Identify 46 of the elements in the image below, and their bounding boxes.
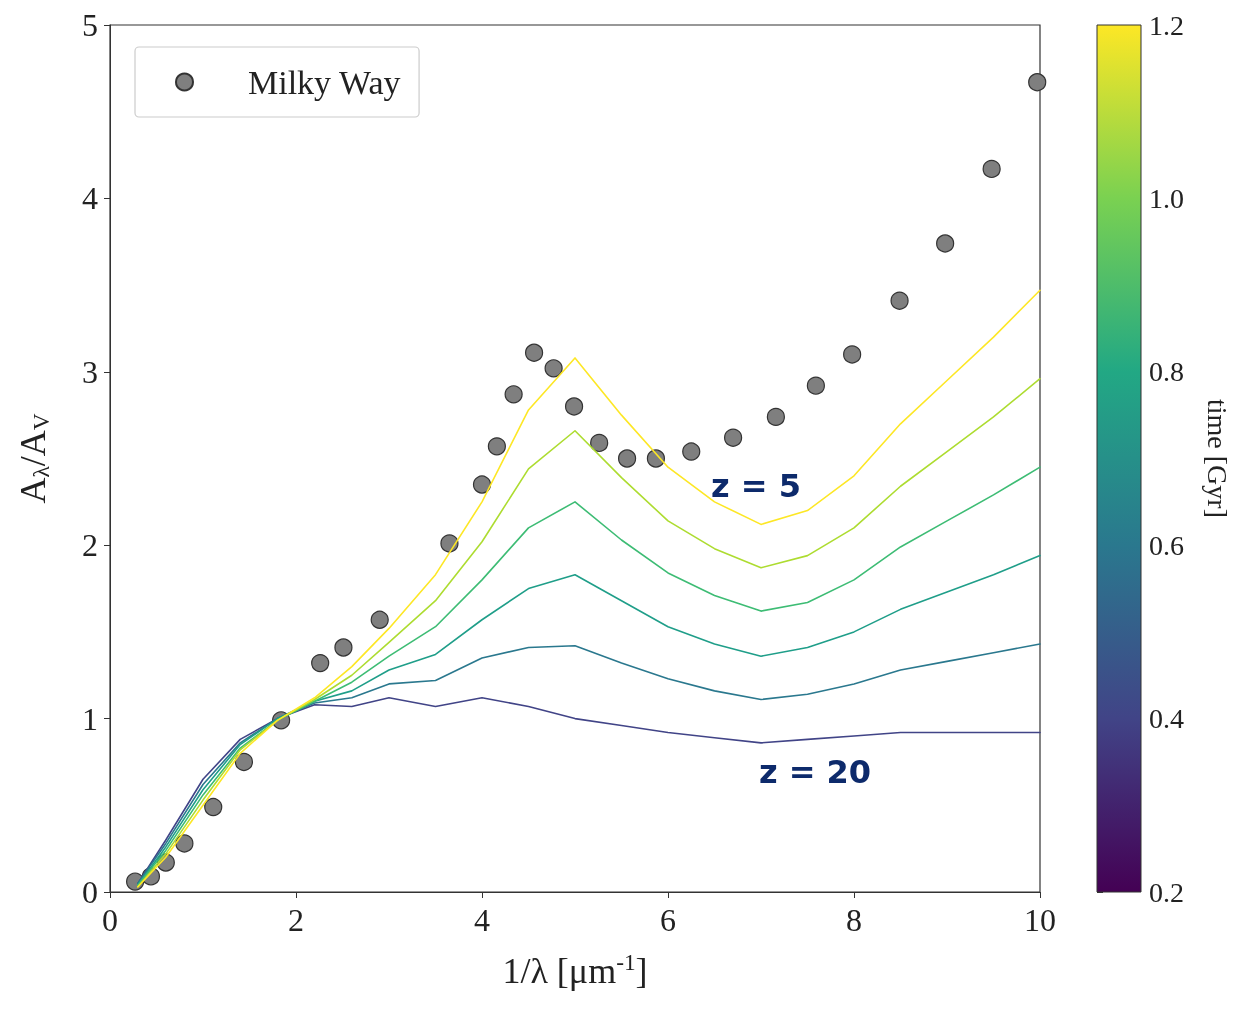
color-bar-label: 1.2 (1149, 9, 1184, 41)
color-bar-title: time [Gyr] (1201, 399, 1233, 518)
color-bar-label: 1.0 (1149, 182, 1184, 214)
y-axis-title: Aλ/AV (13, 413, 54, 504)
point (370, 610, 389, 629)
point (504, 385, 523, 404)
point (472, 475, 492, 494)
x-tick-label: 6 (660, 902, 676, 938)
point (982, 159, 1001, 179)
x-tick-label: 2 (288, 902, 304, 938)
annotation: z = 5 (711, 467, 801, 505)
point (936, 234, 955, 253)
point (618, 449, 637, 468)
point (204, 797, 223, 817)
point (890, 291, 909, 310)
annotation: z = 20 (758, 753, 872, 791)
legend-label: Milky Way (248, 63, 401, 101)
point (724, 428, 743, 447)
x-tick-label: 4 (474, 902, 490, 938)
point (806, 376, 825, 395)
point (564, 397, 584, 416)
point (334, 638, 353, 657)
y-tick-label: 1 (82, 700, 98, 737)
point (682, 442, 701, 461)
color-bar-label: 0.6 (1149, 529, 1184, 561)
x-tick-label: 10 (1024, 902, 1056, 938)
point (590, 433, 609, 452)
y-tick-label: 4 (82, 180, 98, 217)
y-tick-label: 2 (82, 527, 98, 564)
x-tick-label: 8 (846, 902, 862, 938)
color-bar-label: 0.4 (1149, 703, 1184, 735)
point (843, 345, 862, 364)
point (234, 752, 254, 772)
y-tick-label: 5 (82, 7, 98, 43)
point (1028, 73, 1047, 92)
point (766, 407, 785, 426)
color-bar-label: 0.2 (1149, 876, 1184, 908)
point (311, 654, 330, 673)
point (544, 359, 563, 378)
point (440, 534, 459, 553)
point (175, 834, 194, 853)
y-tick-label: 3 (82, 353, 98, 390)
y-tick-label: 0 (82, 874, 98, 910)
point (487, 437, 506, 456)
point (525, 343, 544, 362)
color-bar-label: 0.8 (1149, 356, 1184, 388)
